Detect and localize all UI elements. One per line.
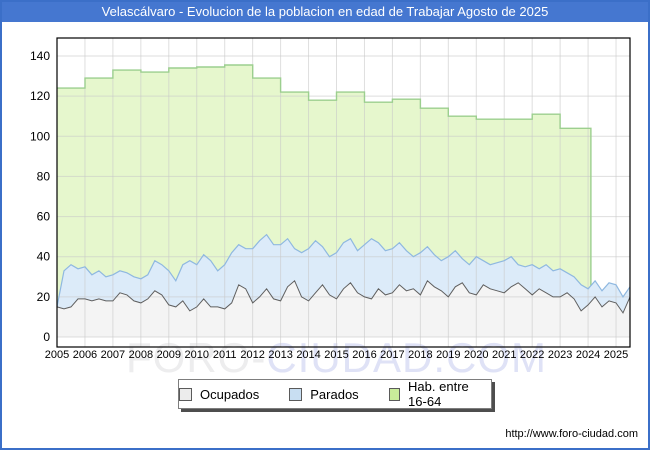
svg-text:2007: 2007 [101,349,125,361]
svg-text:2006: 2006 [73,349,97,361]
watermark-right: CIUDAD.COM [266,334,547,381]
svg-text:2025: 2025 [604,349,628,361]
svg-text:100: 100 [30,129,50,143]
source-url: http://www.foro-ciudad.com [505,428,638,440]
svg-text:140: 140 [30,49,50,63]
svg-text:2008: 2008 [129,349,153,361]
svg-text:120: 120 [30,89,50,103]
watermark-left: FORO- [126,334,267,381]
legend-item-ocupados: Ocupados [179,387,259,402]
svg-text:2012: 2012 [240,349,264,361]
watermark: FORO-CIUDAD.COM [126,334,547,382]
legend-label-parados: Parados [310,386,359,402]
svg-text:2017: 2017 [380,349,404,361]
legend-item-hab: Hab. entre 16-64 [388,379,491,409]
legend-label-ocupados: Ocupados [200,386,260,402]
svg-text:2011: 2011 [213,349,237,361]
svg-text:2014: 2014 [296,349,320,361]
svg-text:2009: 2009 [157,349,181,361]
parados-swatch-icon [289,387,303,401]
hab-swatch-icon [388,387,401,401]
svg-text:2019: 2019 [436,349,460,361]
svg-text:2013: 2013 [268,349,292,361]
svg-text:2021: 2021 [492,349,516,361]
svg-text:2010: 2010 [185,349,209,361]
legend-item-parados: Parados [289,386,359,402]
svg-text:2024: 2024 [576,349,600,361]
chart-title: Velascálvaro - Evolucion de la poblacion… [2,2,648,22]
svg-text:2005: 2005 [45,349,69,361]
legend-box: Ocupados Parados Hab. entre 16-64 [178,379,492,409]
ocupados-swatch-icon [179,387,192,401]
svg-text:2016: 2016 [352,349,376,361]
legend-label-hab: Hab. entre 16-64 [408,379,469,409]
svg-text:80: 80 [37,169,51,183]
svg-text:60: 60 [37,210,51,224]
svg-text:2020: 2020 [464,349,488,361]
svg-text:2023: 2023 [548,349,572,361]
svg-text:2022: 2022 [520,349,544,361]
svg-text:0: 0 [43,330,50,344]
svg-text:40: 40 [37,250,51,264]
svg-text:2018: 2018 [408,349,432,361]
svg-text:2015: 2015 [324,349,348,361]
chart-svg: 0 20 40 60 80 100 120 140 2005 2006 2007 2008 2009 20… [30,37,631,361]
svg-text:20: 20 [37,290,51,304]
